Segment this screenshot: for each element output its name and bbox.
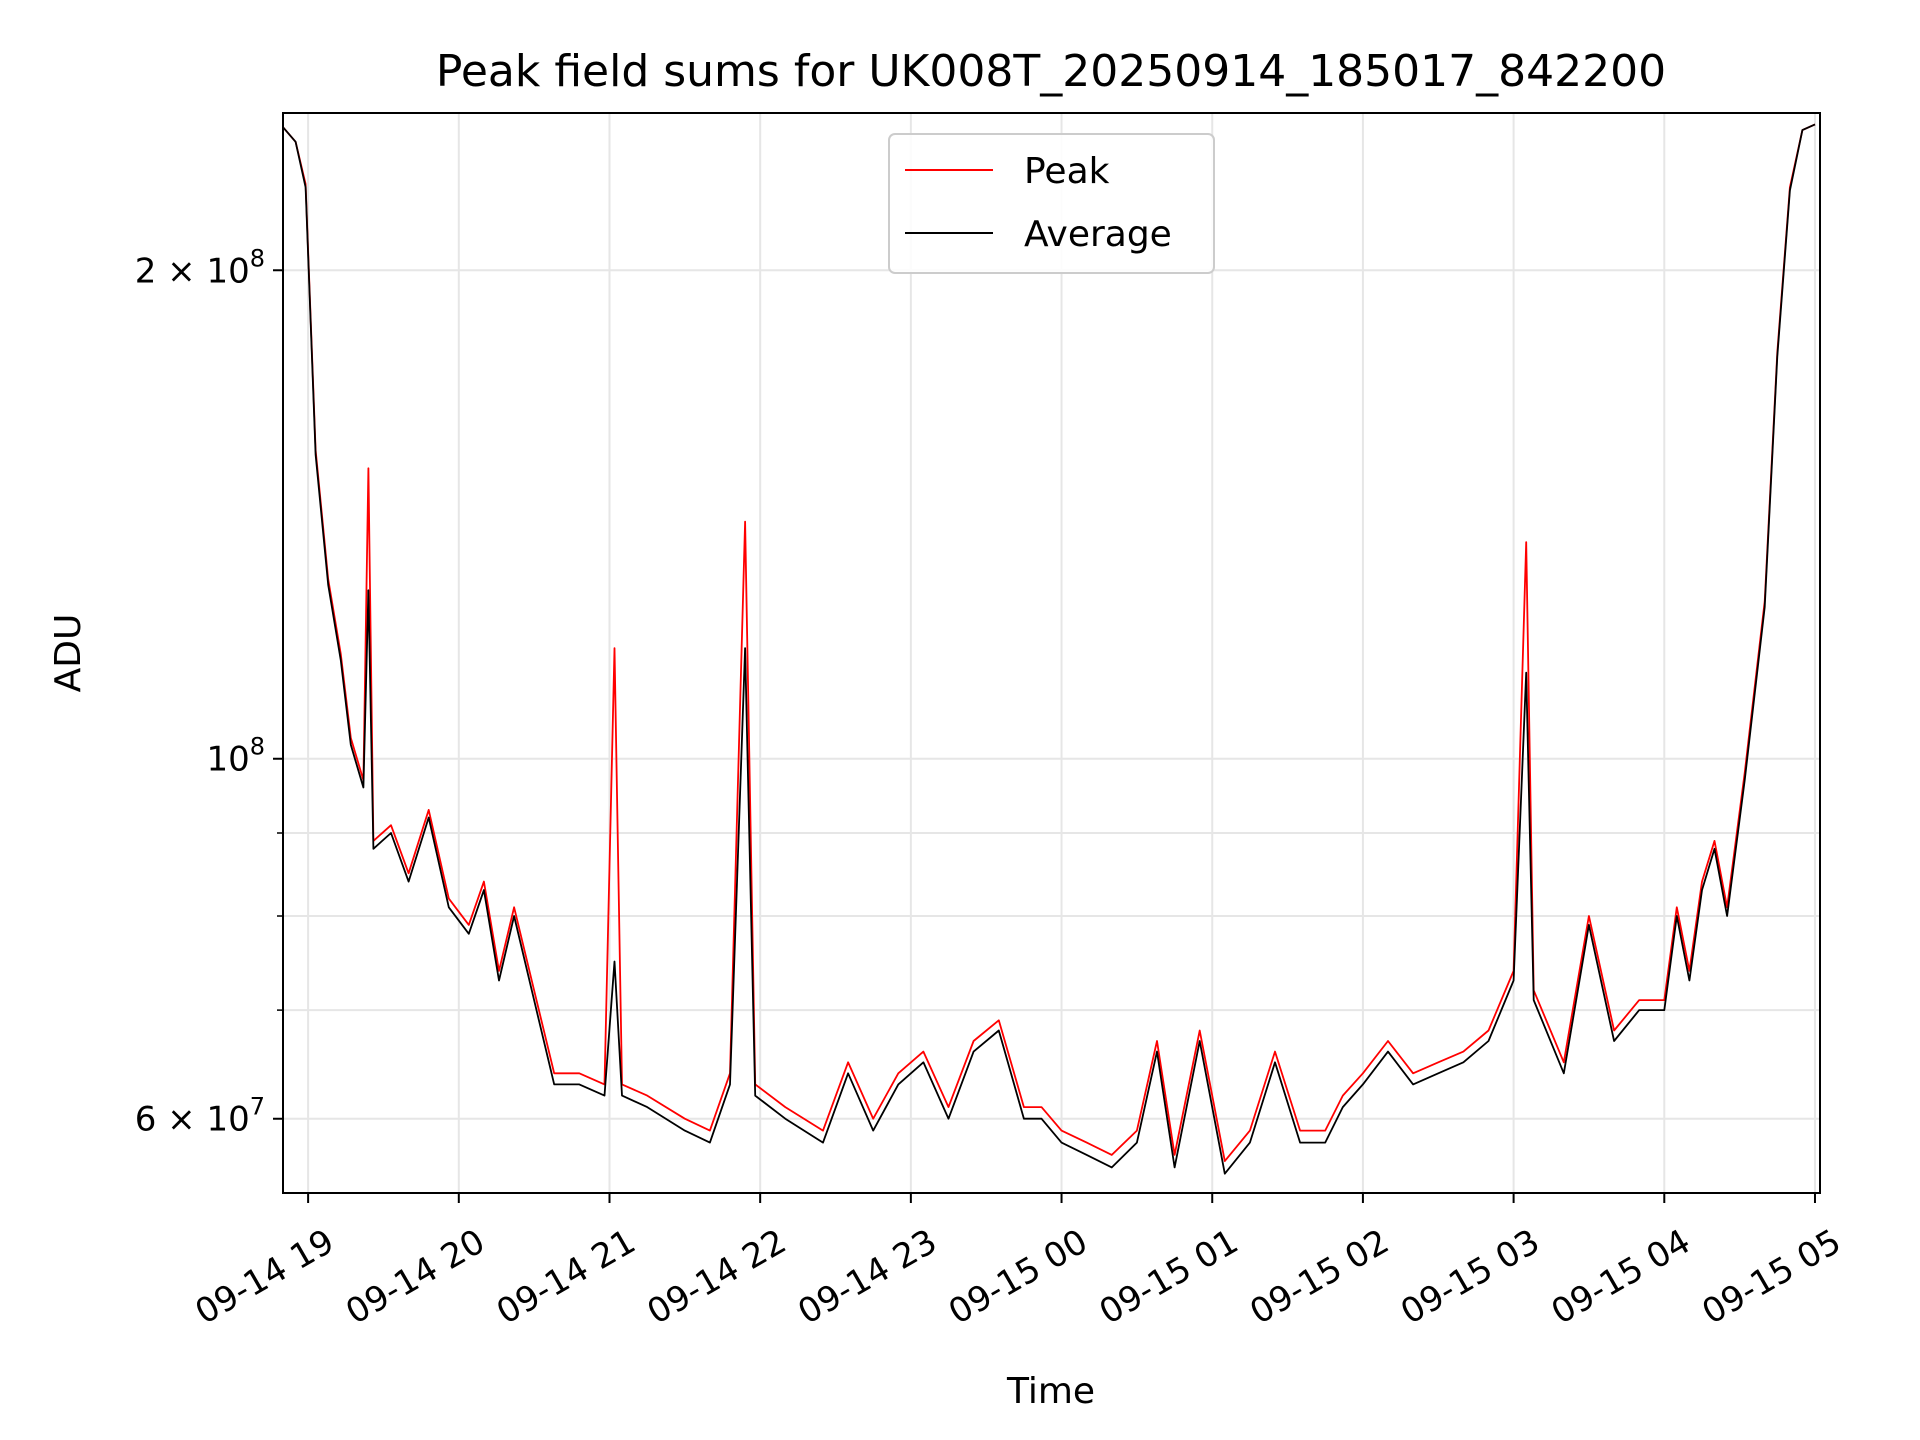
legend-box xyxy=(888,133,1215,274)
legend: Peak Average xyxy=(888,133,1215,274)
legend-label-peak: Peak xyxy=(1024,151,1110,192)
x-axis-label: Time xyxy=(1006,1371,1095,1412)
series-group xyxy=(282,123,1816,1175)
series-line-average xyxy=(282,123,1816,1175)
chart-title: Peak field sums for UK008T_20250914_1850… xyxy=(436,46,1666,97)
series-line-peak xyxy=(282,123,1816,1162)
plot-frame xyxy=(282,112,1821,1194)
legend-label-average: Average xyxy=(1024,214,1172,255)
y-tick-label: 2 × 108 xyxy=(135,244,265,291)
y-tick-label: 6 × 107 xyxy=(135,1093,265,1140)
y-axis-label: ADU xyxy=(48,614,89,693)
